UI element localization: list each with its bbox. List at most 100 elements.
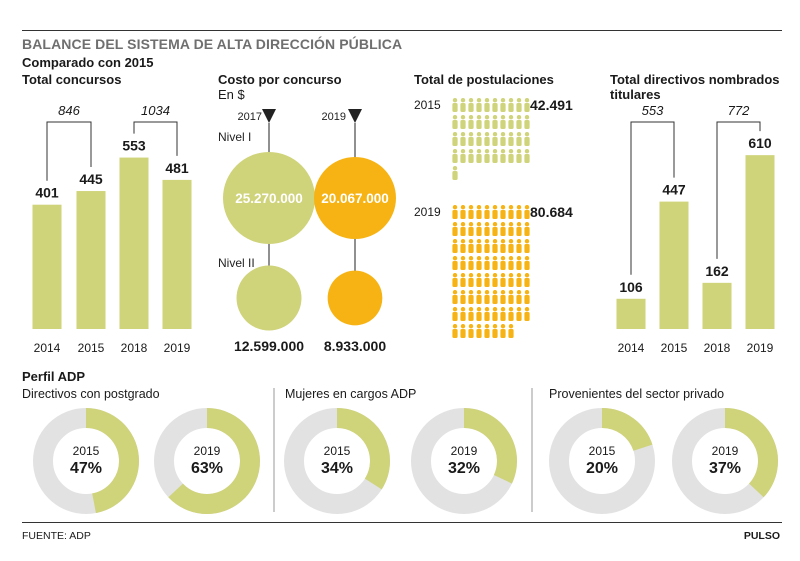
postgrado-year-2015: 2015 — [73, 444, 100, 458]
person-part — [484, 273, 490, 278]
person-icon — [500, 205, 506, 219]
person-icon — [484, 324, 490, 338]
person-icon — [524, 290, 530, 304]
person-part — [492, 261, 498, 270]
person-icon — [484, 149, 490, 163]
person-part — [468, 329, 474, 338]
person-icon — [500, 256, 506, 270]
concursos-title: Total concursos — [22, 72, 122, 87]
person-part — [468, 239, 474, 244]
person-icon — [452, 98, 458, 112]
person-part — [484, 312, 490, 321]
bubble-label-2-2019: 8.933.000 — [324, 338, 386, 354]
person-icon — [500, 290, 506, 304]
directivos-bar-2018 — [702, 282, 732, 329]
postgrado-slice-2019 — [168, 408, 260, 514]
person-part — [460, 256, 466, 261]
person-icon — [468, 256, 474, 270]
person-part — [492, 210, 498, 219]
person-part — [452, 137, 458, 146]
person-part — [516, 278, 522, 287]
person-icon — [508, 132, 514, 146]
person-part — [468, 227, 474, 236]
person-part — [476, 132, 482, 137]
person-part — [452, 132, 458, 137]
person-part — [460, 98, 466, 103]
person-part — [516, 132, 522, 137]
concursos-bar-2014 — [32, 204, 62, 329]
person-icon — [516, 222, 522, 236]
person-icon — [500, 222, 506, 236]
person-part — [492, 273, 498, 278]
concursos-total-1: 1034 — [141, 103, 170, 118]
person-icon — [460, 98, 466, 112]
person-part — [476, 154, 482, 163]
person-part — [500, 244, 506, 253]
person-part — [468, 261, 474, 270]
person-part — [452, 256, 458, 261]
privado-title: Provenientes del sector privado — [549, 387, 724, 401]
person-part — [500, 137, 506, 146]
person-part — [508, 295, 514, 304]
bubble-label-1-2017: 25.270.000 — [235, 191, 303, 206]
person-part — [500, 154, 506, 163]
person-part — [492, 329, 498, 338]
person-part — [476, 115, 482, 120]
person-part — [484, 227, 490, 236]
person-part — [476, 222, 482, 227]
person-icon — [516, 132, 522, 146]
bubble-1-2019 — [314, 157, 396, 239]
person-part — [460, 278, 466, 287]
person-part — [452, 307, 458, 312]
person-part — [460, 239, 466, 244]
person-icon — [468, 239, 474, 253]
person-part — [492, 227, 498, 236]
person-icon — [484, 98, 490, 112]
person-icon — [492, 98, 498, 112]
person-icon — [508, 239, 514, 253]
person-part — [524, 278, 530, 287]
person-icon — [468, 149, 474, 163]
person-part — [508, 227, 514, 236]
concursos-value-2014: 401 — [35, 185, 59, 201]
person-part — [452, 324, 458, 329]
person-part — [484, 115, 490, 120]
person-icon — [476, 205, 482, 219]
person-part — [476, 290, 482, 295]
bubble-label-2-2017: 12.599.000 — [234, 338, 304, 354]
person-part — [516, 205, 522, 210]
postulaciones-value-2019: 80.684 — [530, 204, 573, 220]
person-part — [508, 132, 514, 137]
directivos-chart: 106 2014 447 2015 162 2018 610 2019 553 772 — [616, 103, 775, 355]
person-part — [460, 261, 466, 270]
person-part — [468, 295, 474, 304]
directivos-bar-2015 — [659, 201, 689, 329]
person-part — [476, 278, 482, 287]
person-part — [508, 324, 514, 329]
person-part — [484, 307, 490, 312]
person-part — [460, 137, 466, 146]
person-part — [468, 120, 474, 129]
person-part — [492, 120, 498, 129]
person-part — [500, 261, 506, 270]
concursos-tick-2019: 2019 — [164, 341, 191, 355]
person-part — [484, 290, 490, 295]
person-icon — [476, 290, 482, 304]
person-part — [452, 239, 458, 244]
person-part — [452, 290, 458, 295]
privado-slice-2015 — [601, 408, 653, 452]
person-icon — [524, 98, 530, 112]
concursos-chart: 401 2014 445 2015 553 2018 481 2019 846 1034 — [32, 103, 192, 355]
person-part — [500, 273, 506, 278]
person-icon — [484, 290, 490, 304]
person-icon — [516, 256, 522, 270]
person-part — [508, 115, 514, 120]
person-icon — [452, 149, 458, 163]
person-part — [508, 278, 514, 287]
directivos-tick-2015: 2015 — [661, 341, 688, 355]
person-icon — [484, 256, 490, 270]
person-icon — [524, 205, 530, 219]
person-part — [524, 154, 530, 163]
person-icon — [500, 132, 506, 146]
